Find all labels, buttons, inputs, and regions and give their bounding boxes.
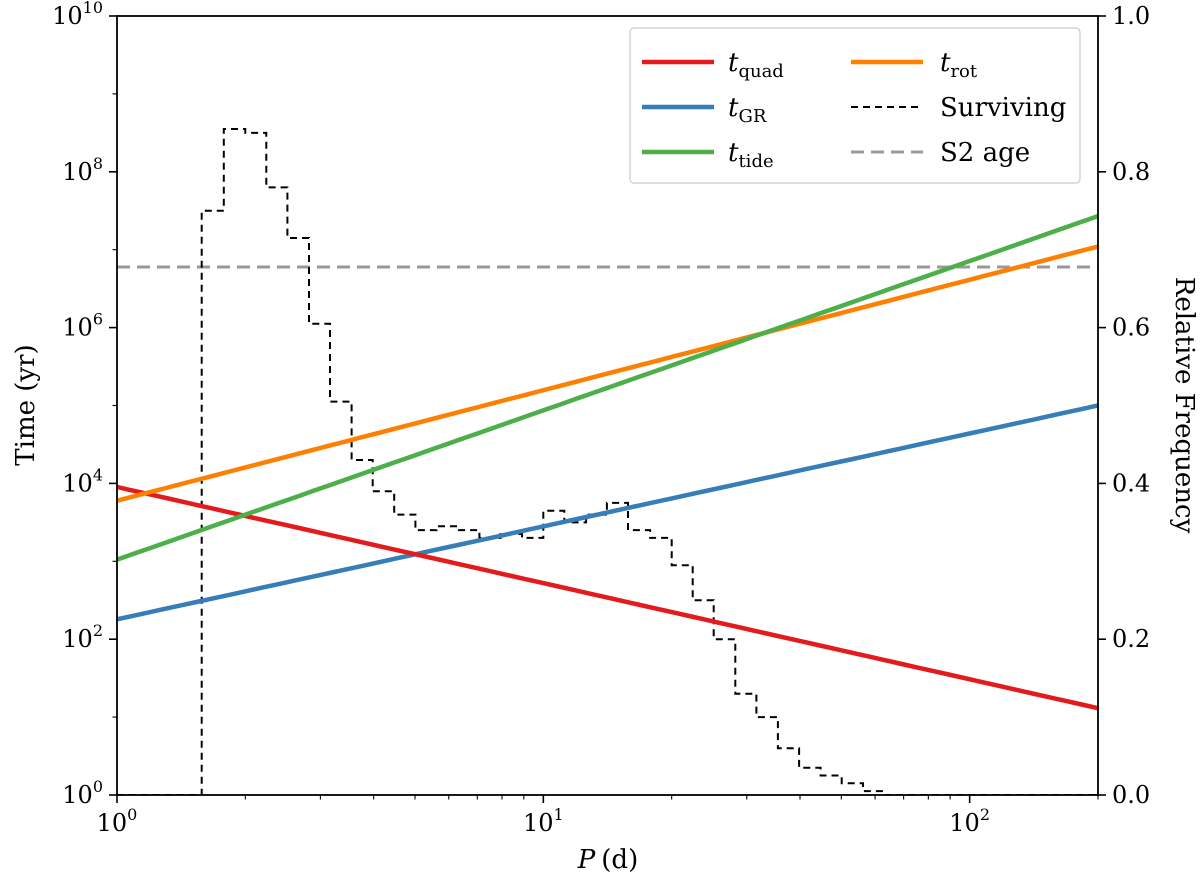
- y2-tick-label: 0.4: [1112, 469, 1150, 497]
- x-tick-label: 100: [97, 805, 138, 837]
- x-tick-label-base: 10: [949, 809, 980, 837]
- legend-label-sub: GR: [738, 106, 766, 127]
- x-tick-label-base: 10: [523, 809, 554, 837]
- y-tick-label-exp: 2: [93, 621, 103, 640]
- x-tick-label-exp: 2: [980, 805, 990, 824]
- x-tick-label: 102: [949, 805, 990, 837]
- legend-label-sub: quad: [738, 61, 783, 82]
- x-tick-label-base: 10: [97, 809, 128, 837]
- legend-label-main: t: [728, 138, 739, 168]
- x-axis-label: P (d): [577, 845, 638, 875]
- y-tick-label: 106: [62, 310, 103, 342]
- y-tick-label-exp: 8: [93, 154, 103, 173]
- legend-label-main: t: [940, 48, 951, 78]
- tick-layer: 100 101 10210010210410610810100.00.20.40.6…: [52, 0, 1150, 837]
- y2-tick-label: 1.0: [1112, 2, 1150, 30]
- x-tick-label-exp: 1: [554, 805, 564, 824]
- series-line-t-tide: [117, 213, 1098, 562]
- legend-label-main: t: [728, 48, 739, 78]
- legend-label: S2 age: [940, 138, 1030, 168]
- legend-label: tGR: [728, 93, 767, 127]
- y-tick-label-exp: 0: [93, 777, 103, 796]
- x-axis-label-unit: (d): [601, 845, 638, 875]
- y2-tick-label: 0.8: [1112, 158, 1150, 186]
- legend-entry-t-quad: tquad: [642, 48, 784, 82]
- legend-entry-t-gr: tGR: [642, 93, 767, 127]
- y-tick-label: 102: [62, 621, 103, 653]
- y-tick-label-exp: 6: [93, 310, 103, 329]
- y-tick-label: 100: [62, 777, 103, 809]
- y-tick-label: 104: [62, 465, 103, 497]
- legend-label-sub: rot: [950, 61, 977, 82]
- y-axis-label: Time (yr): [11, 344, 41, 465]
- y2-axis-label: Relative Frequency: [1169, 277, 1199, 534]
- x-tick-label-exp: 0: [127, 805, 137, 824]
- y-tick-label: 1010: [52, 0, 103, 30]
- y-tick-label: 108: [62, 154, 103, 186]
- legend-entry-surviving: Surviving: [851, 93, 1066, 123]
- series-layer: [117, 128, 1098, 795]
- legend-frame: [629, 27, 1081, 184]
- series-line-t-quad: [117, 484, 1098, 711]
- x-tick-label: 101: [523, 805, 564, 837]
- legend-entry-t-tide: ttide: [642, 138, 774, 172]
- y2-tick-label: 0.6: [1112, 314, 1150, 342]
- legend-label: trot: [940, 48, 978, 82]
- y2-tick-label: 0.2: [1112, 625, 1150, 653]
- legend-entry-t-rot: trot: [851, 48, 978, 82]
- legend-entry-s2-age: S2 age: [851, 138, 1030, 168]
- y-tick-label-base: 10: [62, 469, 93, 497]
- y-tick-label-exp: 4: [93, 465, 103, 484]
- y-tick-label-base: 10: [62, 158, 93, 186]
- y-tick-label-base: 10: [62, 314, 93, 342]
- y-tick-label-exp: 10: [83, 0, 103, 17]
- series-line-t-rot: [117, 244, 1098, 503]
- legend-label: ttide: [728, 138, 774, 172]
- y-tick-label-base: 10: [62, 781, 93, 809]
- x-axis-label-var: P: [577, 845, 596, 875]
- y-tick-label-base: 10: [52, 2, 83, 30]
- y2-tick-label: 0.0: [1112, 781, 1150, 809]
- legend-label: tquad: [728, 48, 784, 82]
- y-tick-label-base: 10: [62, 625, 93, 653]
- series-line-t-gr: [117, 403, 1098, 622]
- legend-label: Surviving: [940, 93, 1066, 123]
- series-line-surviving: [117, 128, 1098, 795]
- legend-label-sub: tide: [738, 151, 773, 172]
- legend-label-main: t: [728, 93, 739, 123]
